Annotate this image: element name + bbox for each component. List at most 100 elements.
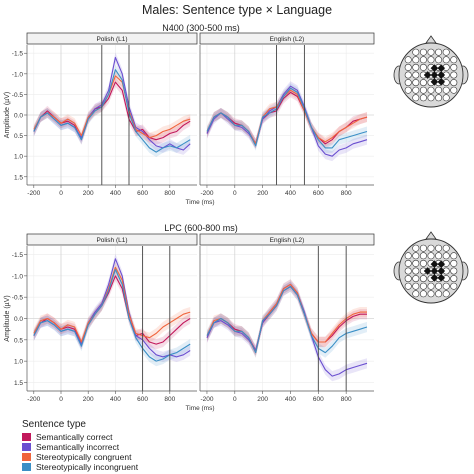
electrode bbox=[419, 259, 427, 267]
legend-swatch bbox=[22, 433, 31, 441]
legend-label: Stereotypically incongruent bbox=[36, 462, 139, 472]
series-line bbox=[33, 268, 191, 362]
x-tick-label: 200 bbox=[83, 396, 94, 403]
electrode bbox=[435, 86, 443, 94]
electrode bbox=[450, 71, 458, 79]
electrode-maps bbox=[393, 35, 469, 304]
facet: Polish (L1) -200 0 200 400 600 800 bbox=[26, 233, 198, 403]
electrode bbox=[435, 252, 443, 260]
electrode bbox=[450, 282, 458, 290]
electrode bbox=[419, 63, 427, 71]
facet-label: English (L2) bbox=[270, 237, 305, 244]
electrode bbox=[412, 267, 420, 275]
electrode bbox=[404, 282, 412, 290]
y-tick-label: -0.5 bbox=[12, 92, 24, 99]
electrode bbox=[450, 56, 458, 64]
legend-swatch bbox=[22, 453, 31, 461]
legend-swatch bbox=[22, 463, 31, 471]
electrode bbox=[435, 48, 443, 56]
x-tick-label: 400 bbox=[110, 190, 121, 197]
panel-title: LPC (600-800 ms) bbox=[164, 223, 238, 233]
electrode bbox=[427, 48, 435, 56]
electrode bbox=[412, 86, 420, 94]
electrode bbox=[404, 267, 412, 275]
electrode bbox=[412, 290, 420, 298]
x-tick-label: 800 bbox=[341, 190, 352, 197]
head-map bbox=[393, 231, 469, 304]
series-line bbox=[206, 285, 368, 354]
x-tick-label: -200 bbox=[200, 396, 213, 403]
x-tick-label: -200 bbox=[27, 396, 40, 403]
confidence-ribbon bbox=[33, 64, 191, 157]
electrode bbox=[435, 56, 443, 64]
electrode bbox=[450, 259, 458, 267]
electrode bbox=[442, 56, 450, 64]
electrode bbox=[442, 94, 450, 102]
nose bbox=[425, 231, 437, 240]
electrode bbox=[435, 282, 443, 290]
x-tick-label: 800 bbox=[164, 190, 175, 197]
confidence-ribbon bbox=[207, 85, 367, 149]
electrode bbox=[404, 259, 412, 267]
electrode bbox=[419, 79, 427, 87]
x-tick-label: 0 bbox=[59, 396, 63, 403]
electrode bbox=[404, 56, 412, 64]
confidence-ribbon bbox=[207, 83, 367, 153]
electrode bbox=[404, 79, 412, 87]
electrode bbox=[427, 290, 435, 298]
electrode bbox=[427, 94, 435, 102]
facet-label: English (L2) bbox=[270, 36, 305, 43]
facet-strip bbox=[26, 233, 198, 246]
x-tick-label: 800 bbox=[164, 396, 175, 403]
x-tick-label: -200 bbox=[27, 190, 40, 197]
confidence-ribbon bbox=[207, 281, 367, 356]
electrode bbox=[427, 86, 435, 94]
y-tick-label: 1.0 bbox=[14, 154, 23, 161]
facet: English (L2) -200 0 200 400 600 800 bbox=[199, 32, 375, 197]
electrode bbox=[404, 86, 412, 94]
electrode bbox=[427, 56, 435, 64]
legend-label: Stereotypically congruent bbox=[36, 452, 132, 462]
electrode bbox=[419, 290, 427, 298]
x-tick-label: 0 bbox=[233, 190, 237, 197]
electrode bbox=[427, 244, 435, 252]
facet-strip bbox=[199, 32, 375, 45]
electrode bbox=[404, 63, 412, 71]
facet: Polish (L1) -200 0 200 400 600 800 bbox=[26, 32, 198, 197]
x-axis-label: Time (ms) bbox=[185, 199, 214, 206]
electrode bbox=[435, 290, 443, 298]
confidence-ribbon bbox=[207, 87, 367, 149]
electrode bbox=[450, 252, 458, 260]
legend-item-stereotypically-incongruent: Stereotypically incongruent bbox=[22, 462, 138, 472]
y-tick-label: -0.5 bbox=[12, 295, 24, 302]
electrode bbox=[419, 56, 427, 64]
selected-electrode bbox=[423, 71, 432, 79]
y-tick-label: 0.0 bbox=[14, 316, 23, 323]
electrode bbox=[419, 282, 427, 290]
confidence-ribbon bbox=[33, 52, 191, 155]
x-axis-label: Time (ms) bbox=[185, 405, 214, 412]
y-tick-label: 1.5 bbox=[14, 174, 23, 181]
electrode bbox=[412, 48, 420, 56]
head-map bbox=[393, 35, 469, 108]
electrode bbox=[450, 79, 458, 87]
x-tick-label: 0 bbox=[59, 190, 63, 197]
confidence-ribbon bbox=[33, 270, 191, 350]
electrode bbox=[412, 282, 420, 290]
electrode bbox=[435, 94, 443, 102]
electrode bbox=[442, 86, 450, 94]
electrode bbox=[450, 267, 458, 275]
x-tick-label: 0 bbox=[233, 396, 237, 403]
facet-strip bbox=[26, 32, 198, 45]
x-tick-label: 400 bbox=[285, 190, 296, 197]
x-tick-label: 800 bbox=[341, 396, 352, 403]
legend-label: Semantically incorrect bbox=[36, 442, 120, 452]
legend-item-stereotypically-congruent: Stereotypically congruent bbox=[22, 452, 138, 462]
series-line bbox=[33, 266, 191, 343]
electrode bbox=[450, 63, 458, 71]
x-tick-label: -200 bbox=[200, 190, 213, 197]
y-tick-label: 1.0 bbox=[14, 359, 23, 366]
legend-swatch bbox=[22, 443, 31, 451]
nose bbox=[425, 35, 437, 44]
electrode bbox=[404, 252, 412, 260]
